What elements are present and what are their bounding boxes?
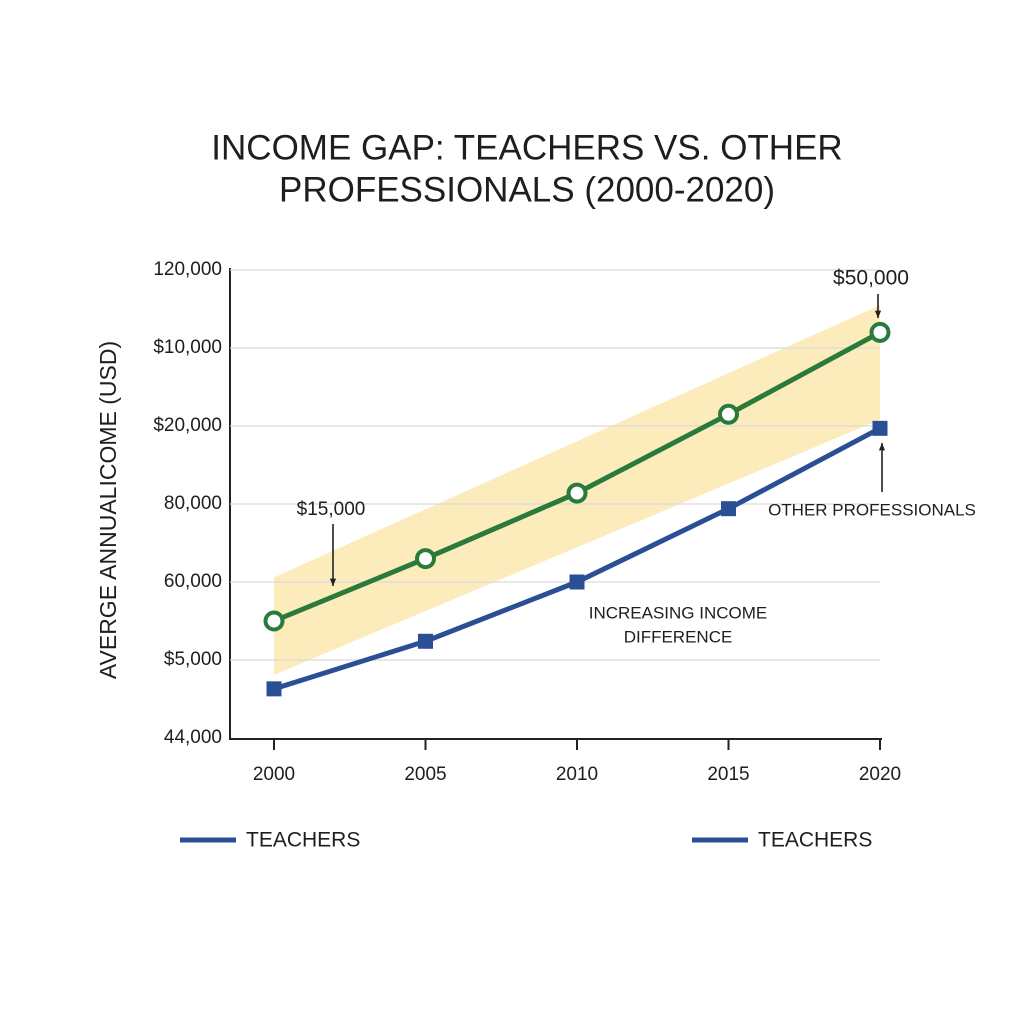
point — [263, 610, 285, 632]
point — [721, 501, 736, 517]
point — [872, 420, 888, 436]
x-tick-label: 2020 — [859, 764, 901, 785]
legend-label: TEACHERS — [246, 829, 360, 852]
arrow-head — [878, 443, 886, 451]
annotation: INCREASING INCOME — [589, 603, 768, 622]
point — [566, 482, 588, 504]
annotation: DIFFERENCE — [624, 627, 733, 646]
x-tick-label: 2010 — [556, 764, 598, 785]
annotation: OTHER PROFESSIONALS — [768, 500, 976, 519]
chart-title: INCOME GAP: TEACHERS VS. OTHER — [211, 128, 842, 167]
point — [869, 321, 891, 343]
y-axis-label: AVERGE ANNUALICOME (USD) — [95, 341, 121, 679]
arrow-head — [874, 310, 882, 318]
y-tick-label: $10,000 — [153, 337, 222, 358]
x-tick-label: 2005 — [404, 764, 446, 785]
y-tick-label: 80,000 — [164, 493, 222, 514]
y-tick-label: 60,000 — [164, 571, 222, 592]
annotation: $50,000 — [833, 267, 909, 290]
chart-title: PROFESSIONALS (2000-2020) — [279, 170, 775, 209]
y-tick-label: $20,000 — [153, 415, 222, 436]
point — [569, 574, 585, 590]
legend-label: TEACHERS — [758, 829, 872, 852]
x-tick-label: 2000 — [253, 764, 295, 785]
annotation: $15,000 — [297, 499, 366, 520]
point — [718, 403, 739, 425]
y-tick-label: 120,000 — [153, 259, 222, 280]
x-tick-label: 2015 — [707, 764, 749, 785]
arrow-head — [329, 578, 337, 586]
y-tick-label: 44,000 — [164, 727, 222, 748]
y-tick-label: $5,000 — [164, 649, 222, 670]
point — [266, 681, 282, 697]
point — [418, 633, 433, 649]
point — [415, 548, 436, 570]
